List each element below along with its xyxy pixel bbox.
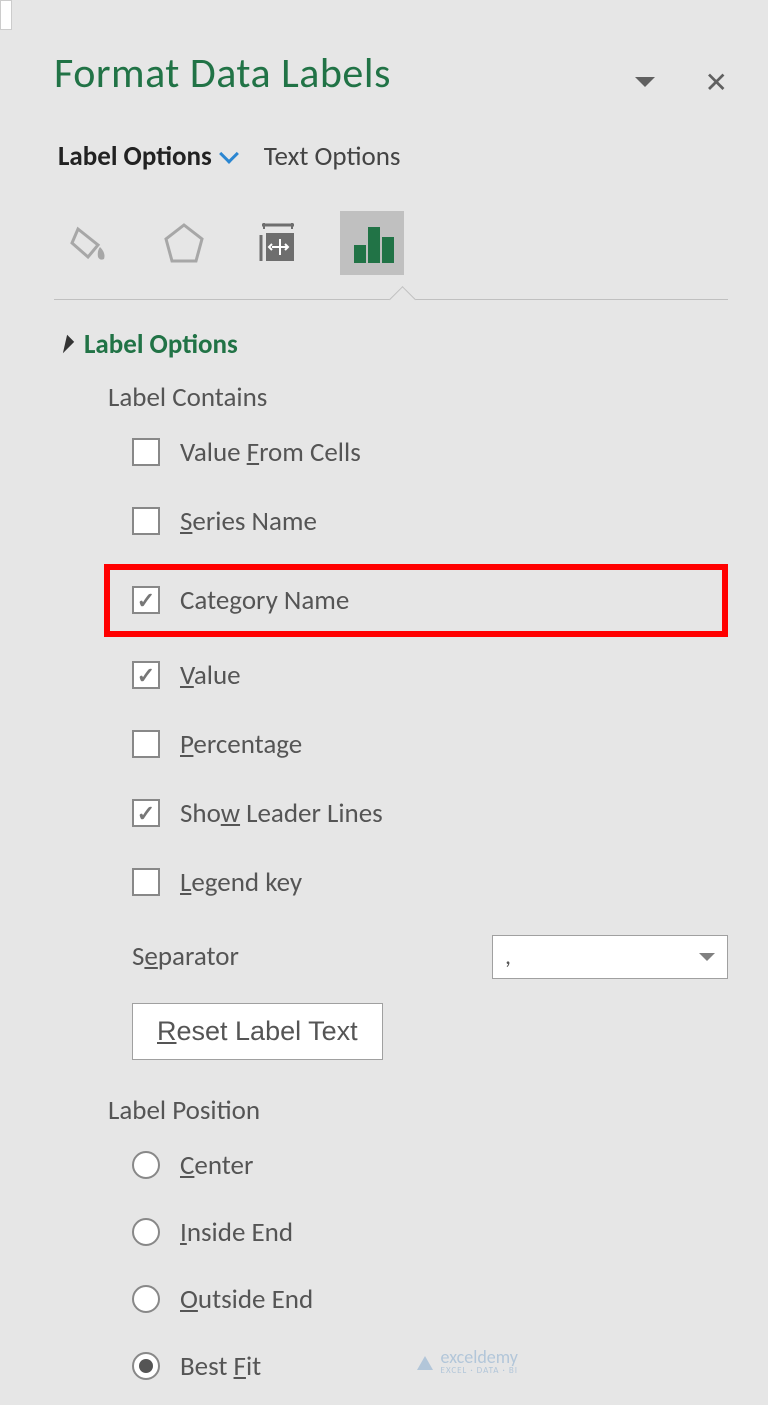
main-tabs: Label Options Text Options [54,140,728,173]
checkbox-icon [132,586,160,614]
checkbox-label: Category Name [180,584,349,617]
expander-title-label-options: Label Options [84,328,238,361]
separator-row: Separator , [132,935,728,979]
chevron-down-icon [219,144,239,164]
radio-icon [132,1285,160,1313]
checkbox-label: Value [180,659,241,692]
size-properties-tab-icon[interactable] [246,211,310,275]
checkbox-series-name[interactable]: Series Name [132,505,728,538]
checkbox-icon [132,438,160,466]
paint-bucket-icon [64,217,116,269]
panel-dropdown-icon[interactable] [635,77,655,87]
reset-label-text-button[interactable]: Reset Label Text [132,1003,383,1060]
bar-chart-icon [346,217,398,269]
watermark-sub: EXCEL · DATA · BI [441,1366,518,1375]
tab-label-options[interactable]: Label Options [58,140,236,173]
label-options-tab-icon[interactable] [340,211,404,275]
checkbox-show-leader-lines[interactable]: Show Leader Lines [132,797,728,830]
radio-label: Outside End [180,1283,313,1316]
checkbox-label: Value From Cells [180,436,361,469]
separator-label: Separator [132,940,462,973]
separator-value: , [505,942,511,971]
checkbox-category-name[interactable]: Category Name [104,564,728,637]
close-icon[interactable]: ✕ [705,65,728,100]
checkbox-icon [132,661,160,689]
checkbox-label: Legend key [180,866,302,899]
checkbox-value[interactable]: Value [132,659,728,692]
size-icon [252,217,304,269]
fill-line-tab-icon[interactable] [58,211,122,275]
tab-divider [54,299,728,300]
tab-text-options-text: Text Options [264,140,401,173]
label-contains-heading: Label Contains [108,381,728,414]
watermark-brand: exceldemy [441,1348,518,1366]
checkbox-label: Percentage [180,728,302,761]
radio-icon [132,1352,160,1380]
label-position-heading: Label Position [108,1094,728,1127]
checkbox-legend-key[interactable]: Legend key [132,866,728,899]
checkbox-percentage[interactable]: Percentage [132,728,728,761]
watermark: exceldemy EXCEL · DATA · BI [415,1348,518,1375]
label-options-expander[interactable]: Label Options [54,328,728,361]
watermark-icon [415,1352,435,1372]
header-controls: ✕ [635,65,728,100]
cell-edge [0,0,12,30]
separator-dropdown[interactable]: , [492,935,728,979]
checkbox-icon [132,868,160,896]
tab-label-options-text: Label Options [58,140,212,173]
radio-outside-end[interactable]: Outside End [132,1283,728,1316]
radio-icon [132,1218,160,1246]
panel-header: Format Data Labels ✕ [54,48,728,100]
category-icon-tabs [54,211,728,275]
checkbox-icon [132,507,160,535]
panel-title: Format Data Labels [54,48,391,99]
effects-tab-icon[interactable] [152,211,216,275]
dropdown-arrow-icon [699,953,715,961]
tab-text-options[interactable]: Text Options [264,140,401,173]
radio-center[interactable]: Center [132,1149,728,1182]
radio-inside-end[interactable]: Inside End [132,1216,728,1249]
checkbox-label: Show Leader Lines [180,797,383,830]
checkbox-value-from-cells[interactable]: Value From Cells [132,436,728,469]
pentagon-icon [158,217,210,269]
checkbox-label: Series Name [180,505,317,538]
radio-label: Inside End [180,1216,293,1249]
radio-icon [132,1151,160,1179]
checkbox-icon [132,730,160,758]
checkbox-icon [132,799,160,827]
expander-arrow-icon [56,335,74,353]
format-data-labels-panel: Format Data Labels ✕ Label Options Text … [14,0,768,1405]
radio-label: Best Fit [180,1350,261,1383]
radio-label: Center [180,1149,253,1182]
